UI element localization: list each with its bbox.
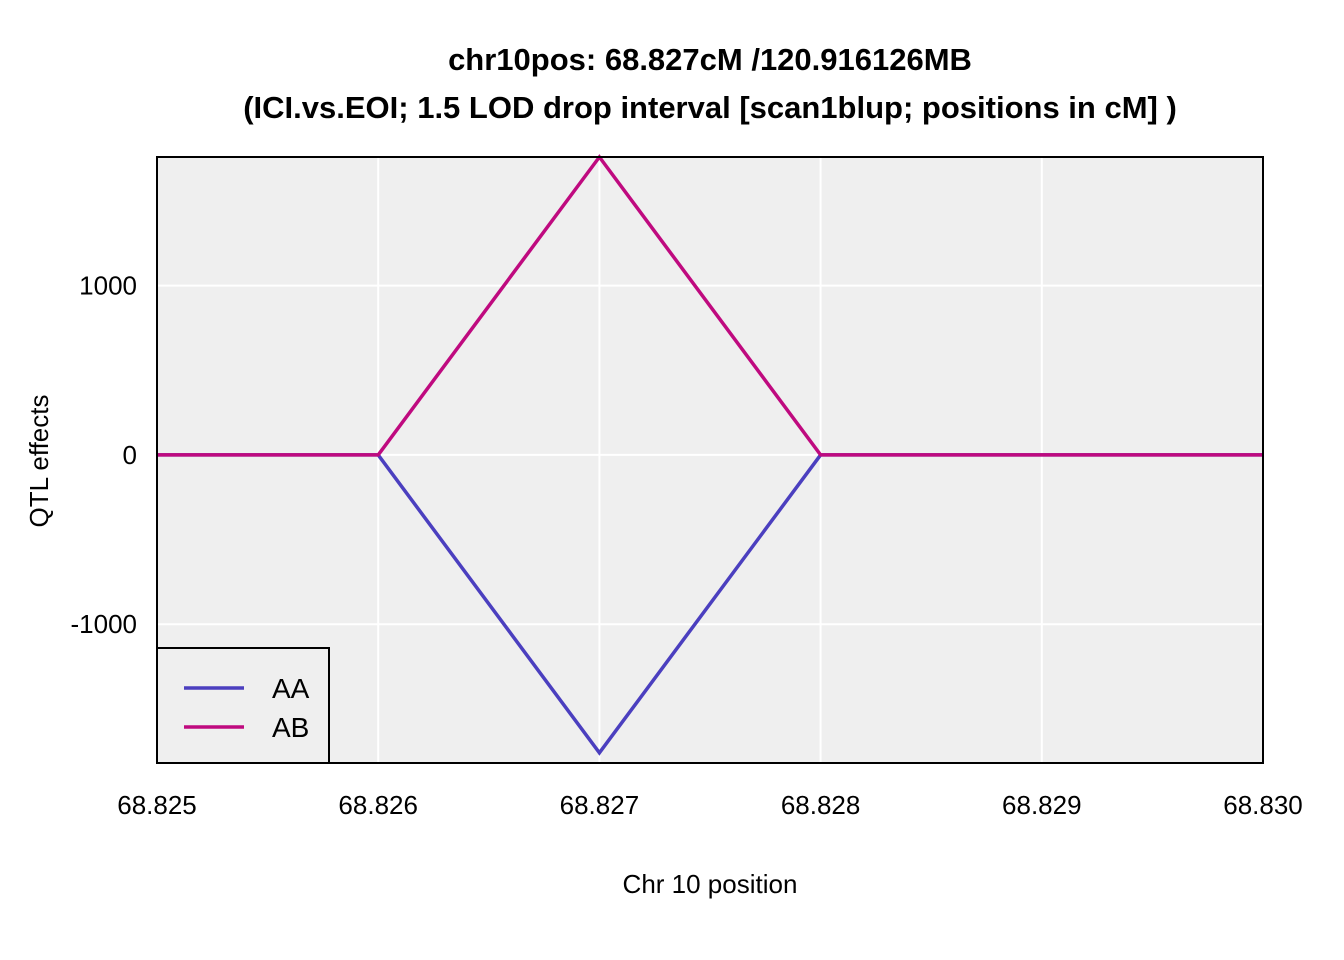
plot-panel <box>157 157 1263 763</box>
legend-box <box>156 647 330 764</box>
x-tick-label: 68.830 <box>1223 790 1303 820</box>
legend-label-aa: AA <box>272 673 310 704</box>
series-line-ab <box>157 154 1263 457</box>
y-tick-label: -1000 <box>71 609 138 639</box>
x-axis-label: Chr 10 position <box>623 869 798 899</box>
x-tick-label: 68.829 <box>1002 790 1082 820</box>
y-axis-ticks: -1000 0 1000 <box>71 271 138 640</box>
series-layer <box>157 154 1263 756</box>
x-tick-label: 68.827 <box>560 790 640 820</box>
chart-subtitle: (ICI.vs.EOI; 1.5 LOD drop interval [scan… <box>243 90 1177 125</box>
x-tick-label: 68.825 <box>117 790 197 820</box>
legend: AA AB <box>156 647 330 764</box>
x-tick-label: 68.826 <box>338 790 418 820</box>
x-axis-ticks: 68.825 68.826 68.827 68.828 68.829 68.830 <box>117 790 1303 820</box>
chart-title: chr10pos: 68.827cM /120.916126MB <box>448 42 972 77</box>
y-tick-label: 1000 <box>79 271 137 301</box>
y-tick-label: 0 <box>123 440 137 470</box>
legend-label-ab: AB <box>272 712 309 743</box>
x-tick-label: 68.828 <box>781 790 861 820</box>
y-axis-label: QTL effects <box>24 395 54 528</box>
plot-frame <box>156 156 1264 764</box>
